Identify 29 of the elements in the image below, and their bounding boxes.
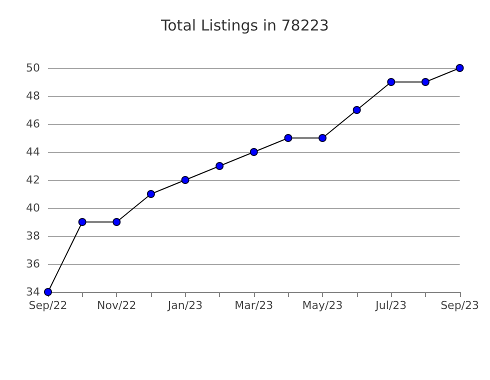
y-tick-label: 48 bbox=[26, 90, 40, 102]
x-tick-label: Nov/22 bbox=[97, 299, 136, 312]
y-tick-label: 46 bbox=[26, 118, 40, 130]
point bbox=[284, 134, 292, 142]
point bbox=[352, 106, 361, 114]
y-tick-label: 34 bbox=[26, 286, 40, 298]
x-tick-label: Sep/23 bbox=[440, 299, 479, 312]
point bbox=[78, 218, 86, 226]
y-tick-label: 36 bbox=[26, 258, 40, 270]
point bbox=[250, 148, 258, 156]
point bbox=[146, 190, 155, 198]
point bbox=[421, 78, 430, 86]
x-tick-label: May/23 bbox=[302, 299, 343, 312]
point bbox=[387, 78, 396, 86]
x-tick-label: Mar/23 bbox=[234, 299, 274, 312]
x-tick-label: Jul/23 bbox=[374, 299, 407, 312]
chart-title: Total Listings in 78223 bbox=[160, 16, 329, 34]
y-tick-label: 44 bbox=[26, 146, 40, 158]
x-tick-label: Jan/23 bbox=[166, 299, 203, 312]
y-tick-label: 38 bbox=[26, 230, 40, 242]
point bbox=[318, 134, 327, 142]
point bbox=[216, 162, 224, 170]
y-tick-label: 40 bbox=[26, 202, 40, 214]
x-tick-label: Sep/22 bbox=[28, 299, 68, 312]
point bbox=[181, 176, 190, 184]
y-tick-label: 50 bbox=[26, 62, 40, 74]
point bbox=[456, 64, 464, 72]
y-tick-label: 42 bbox=[26, 174, 40, 186]
point bbox=[112, 218, 121, 226]
